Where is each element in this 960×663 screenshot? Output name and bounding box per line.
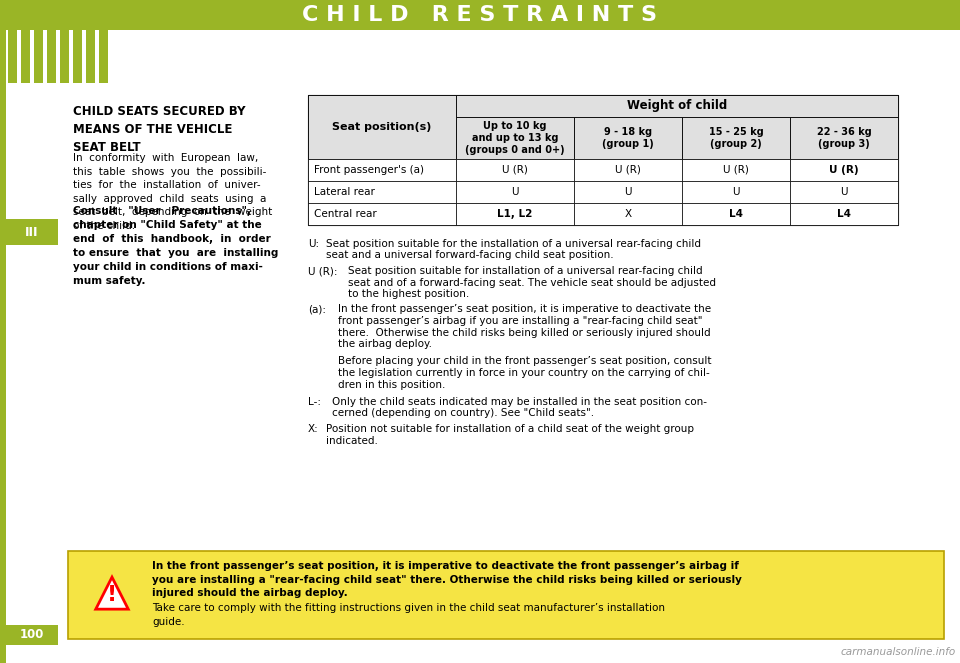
FancyBboxPatch shape: [574, 117, 682, 159]
Text: 15 - 25 kg
(group 2): 15 - 25 kg (group 2): [708, 127, 763, 149]
Text: Lateral rear: Lateral rear: [314, 187, 374, 197]
Text: X:: X:: [308, 424, 319, 434]
FancyBboxPatch shape: [456, 117, 574, 159]
FancyBboxPatch shape: [790, 203, 898, 225]
FancyBboxPatch shape: [308, 95, 456, 159]
Text: Only the child seats indicated may be installed in the seat position con-: Only the child seats indicated may be in…: [332, 397, 707, 407]
Text: U: U: [840, 187, 848, 197]
FancyBboxPatch shape: [790, 181, 898, 203]
Text: C H I L D   R E S T R A I N T S: C H I L D R E S T R A I N T S: [302, 5, 658, 25]
Text: Seat position suitable for installation of a universal rear-facing child: Seat position suitable for installation …: [348, 266, 703, 276]
Text: In the front passenger’s seat position, it is imperative to deactivate the: In the front passenger’s seat position, …: [338, 304, 711, 314]
FancyBboxPatch shape: [574, 181, 682, 203]
Polygon shape: [96, 577, 129, 609]
FancyBboxPatch shape: [574, 203, 682, 225]
Text: U (R): U (R): [723, 165, 749, 175]
FancyBboxPatch shape: [682, 159, 790, 181]
FancyBboxPatch shape: [73, 30, 82, 83]
FancyBboxPatch shape: [682, 181, 790, 203]
FancyBboxPatch shape: [6, 625, 58, 645]
FancyBboxPatch shape: [47, 30, 56, 83]
Text: 9 - 18 kg
(group 1): 9 - 18 kg (group 1): [602, 127, 654, 149]
Text: L4: L4: [729, 209, 743, 219]
Text: carmanualsonline.info: carmanualsonline.info: [841, 647, 956, 657]
Text: Consult   "User   Precautions",
chapter on "Child Safety" at the
end  of  this  : Consult "User Precautions", chapter on "…: [73, 206, 278, 286]
Text: (a):: (a):: [308, 304, 326, 314]
Text: seat and a universal forward-facing child seat position.: seat and a universal forward-facing chil…: [326, 251, 613, 261]
Text: cerned (depending on country). See "Child seats".: cerned (depending on country). See "Chil…: [332, 408, 594, 418]
FancyBboxPatch shape: [308, 203, 456, 225]
FancyBboxPatch shape: [456, 159, 574, 181]
Text: to the highest position.: to the highest position.: [348, 289, 469, 299]
Text: the legislation currently in force in your country on the carrying of chil-: the legislation currently in force in yo…: [338, 368, 709, 378]
Text: U (R): U (R): [615, 165, 641, 175]
FancyBboxPatch shape: [308, 181, 456, 203]
FancyBboxPatch shape: [0, 0, 6, 663]
FancyBboxPatch shape: [682, 117, 790, 159]
Text: Weight of child: Weight of child: [627, 99, 727, 113]
Text: U (R):: U (R):: [308, 266, 338, 276]
Text: there.  Otherwise the child risks being killed or seriously injured should: there. Otherwise the child risks being k…: [338, 328, 710, 337]
Text: Central rear: Central rear: [314, 209, 376, 219]
Text: Take care to comply with the fitting instructions given in the child seat manufa: Take care to comply with the fitting ins…: [152, 603, 665, 627]
Text: seat and of a forward-facing seat. The vehicle seat should be adjusted: seat and of a forward-facing seat. The v…: [348, 278, 716, 288]
Text: In  conformity  with  European  law,
this  table  shows  you  the  possibili-
ti: In conformity with European law, this ta…: [73, 153, 273, 231]
Text: U (R): U (R): [829, 165, 859, 175]
FancyBboxPatch shape: [308, 159, 456, 181]
Text: !: !: [107, 585, 117, 605]
Text: L1, L2: L1, L2: [497, 209, 533, 219]
FancyBboxPatch shape: [60, 30, 69, 83]
FancyBboxPatch shape: [21, 30, 30, 83]
FancyBboxPatch shape: [790, 117, 898, 159]
FancyBboxPatch shape: [456, 95, 898, 117]
FancyBboxPatch shape: [790, 159, 898, 181]
Text: Up to 10 kg
and up to 13 kg
(groups 0 and 0+): Up to 10 kg and up to 13 kg (groups 0 an…: [466, 121, 564, 155]
Text: Front passenger's (a): Front passenger's (a): [314, 165, 424, 175]
Text: CHILD SEATS SECURED BY
MEANS OF THE VEHICLE
SEAT BELT: CHILD SEATS SECURED BY MEANS OF THE VEHI…: [73, 105, 246, 154]
Text: X: X: [624, 209, 632, 219]
FancyBboxPatch shape: [456, 181, 574, 203]
FancyBboxPatch shape: [68, 551, 944, 639]
FancyBboxPatch shape: [456, 203, 574, 225]
Text: front passenger’s airbag if you are installing a "rear-facing child seat": front passenger’s airbag if you are inst…: [338, 316, 703, 326]
Text: 22 - 36 kg
(group 3): 22 - 36 kg (group 3): [817, 127, 872, 149]
Text: U:: U:: [308, 239, 319, 249]
FancyBboxPatch shape: [0, 0, 960, 30]
Text: dren in this position.: dren in this position.: [338, 379, 445, 389]
Text: U: U: [624, 187, 632, 197]
FancyBboxPatch shape: [86, 30, 95, 83]
Text: III: III: [25, 225, 38, 239]
FancyBboxPatch shape: [8, 30, 17, 83]
FancyBboxPatch shape: [308, 95, 898, 225]
Text: indicated.: indicated.: [326, 436, 378, 446]
Text: L4: L4: [837, 209, 851, 219]
Text: Position not suitable for installation of a child seat of the weight group: Position not suitable for installation o…: [326, 424, 694, 434]
FancyBboxPatch shape: [574, 159, 682, 181]
Text: U (R): U (R): [502, 165, 528, 175]
Text: U: U: [732, 187, 740, 197]
Text: Seat position(s): Seat position(s): [332, 122, 432, 132]
FancyBboxPatch shape: [34, 30, 43, 83]
Text: U: U: [512, 187, 518, 197]
Text: Seat position suitable for the installation of a universal rear-facing child: Seat position suitable for the installat…: [326, 239, 701, 249]
FancyBboxPatch shape: [682, 203, 790, 225]
FancyBboxPatch shape: [6, 219, 58, 245]
Text: the airbag deploy.: the airbag deploy.: [338, 339, 432, 349]
Text: L-:: L-:: [308, 397, 321, 407]
Text: In the front passenger’s seat position, it is imperative to deactivate the front: In the front passenger’s seat position, …: [152, 561, 742, 598]
Text: 100: 100: [20, 629, 44, 642]
FancyBboxPatch shape: [308, 117, 456, 159]
FancyBboxPatch shape: [99, 30, 108, 83]
Text: Before placing your child in the front passenger’s seat position, consult: Before placing your child in the front p…: [338, 357, 711, 367]
